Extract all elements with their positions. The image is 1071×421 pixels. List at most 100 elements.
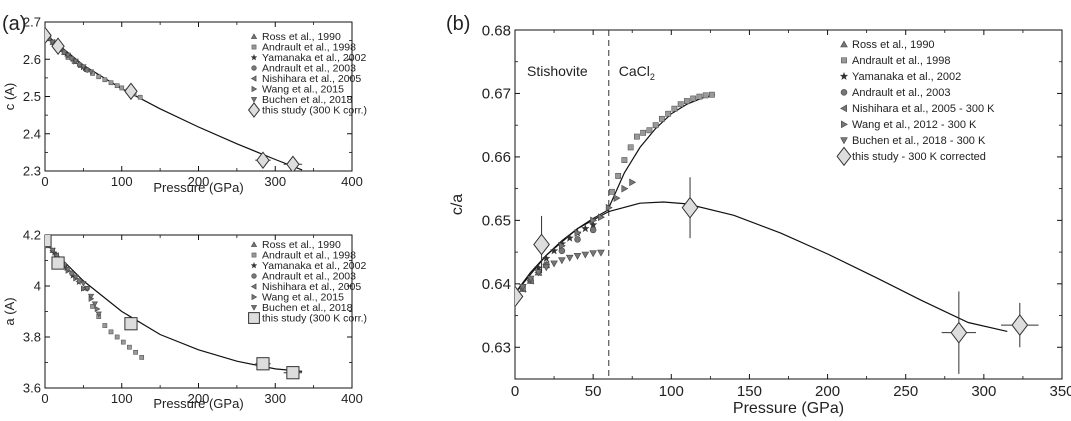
data-point (671, 105, 678, 112)
legend-label: Andrault et al., 1998 (262, 250, 356, 262)
data-point (80, 281, 87, 287)
legend-marker (251, 252, 257, 258)
data-point (621, 184, 629, 193)
data-point (519, 284, 527, 291)
data-point (64, 52, 72, 59)
data-point (677, 101, 684, 108)
legend-marker (841, 120, 848, 129)
data-point (64, 267, 72, 273)
data-point (581, 251, 590, 259)
data-point (950, 321, 968, 344)
data-point (589, 226, 597, 234)
data-point (72, 274, 79, 281)
plot-area (45, 235, 303, 380)
data-point (646, 127, 653, 134)
data-point (114, 83, 120, 89)
data-point (534, 269, 543, 277)
series-diamond-open (45, 26, 303, 171)
legend-label: Yamanaka et al., 2002 (852, 71, 961, 83)
y-axis-label: c (A) (2, 83, 17, 110)
data-point (565, 254, 574, 262)
data-point (621, 157, 628, 163)
legend-label: Wang et al., 2015 (262, 84, 344, 96)
legend-label: Buchen et al., 2018 (262, 302, 353, 314)
data-point (45, 26, 52, 45)
data-point (94, 305, 101, 313)
plot-frame (514, 29, 1063, 380)
x-tick-label: 250 (893, 383, 918, 400)
legend-label: Andrault et al., 2003 (262, 63, 356, 75)
data-point (550, 260, 558, 268)
legend-label: Nishihara et al., 2005 (262, 73, 361, 85)
x-tick-label: 100 (659, 383, 684, 400)
legend-marker (250, 53, 258, 61)
data-point (256, 357, 270, 371)
legend-marker (251, 85, 258, 93)
legend-label: Yamanaka et al., 2002 (262, 52, 366, 64)
legend-marker (840, 89, 848, 96)
x-tick-label: 200 (188, 391, 210, 406)
x-tick-label: 100 (111, 391, 133, 406)
y-tick-label: 0.67 (482, 86, 511, 103)
y-tick-label: 2.5 (23, 89, 41, 104)
data-point (91, 301, 98, 308)
data-point (108, 80, 114, 86)
region-label-cacl2: CaCl2 (619, 63, 655, 82)
data-point (558, 257, 566, 265)
data-point (133, 349, 138, 355)
x-axis-label: Pressure (GPa) (153, 180, 243, 195)
y-tick-label: 4 (34, 279, 41, 294)
y-tick-label: 0.66 (482, 149, 511, 166)
legend-label: Andrault et al., 2003 (852, 87, 950, 99)
data-point (45, 235, 52, 248)
x-tick-label: 200 (188, 174, 210, 189)
data-point (286, 366, 300, 380)
legend-label: Nishihara et al., 2005 - 300 K (852, 103, 995, 115)
legend-marker (840, 104, 847, 113)
data-point (573, 252, 582, 260)
data-point (139, 355, 145, 360)
data-point (127, 344, 132, 350)
data-point (80, 64, 87, 70)
data-point (80, 285, 87, 292)
x-tick-label: 0 (41, 174, 48, 189)
y-axis-label: c/a (449, 194, 466, 215)
data-point (590, 216, 598, 225)
y-tick-label: 3.8 (23, 330, 41, 345)
legend-label: Ross et al., 1990 (262, 239, 341, 251)
data-point (574, 229, 582, 237)
data-point (102, 77, 108, 83)
data-point (533, 233, 550, 256)
panel-label: (b) (446, 13, 470, 35)
data-point (256, 151, 270, 169)
data-point (690, 95, 697, 102)
x-tick-label: 100 (111, 174, 133, 189)
data-point (549, 246, 559, 255)
legend-label: Wang et al., 2015 (262, 292, 344, 304)
legend-label: Buchen et al., 2018 - 300 K (852, 135, 986, 147)
data-point (613, 194, 621, 202)
x-axis-label: Pressure (GPa) (733, 400, 844, 417)
series-square-open (45, 235, 303, 380)
y-tick-label: 2.4 (23, 126, 41, 141)
data-point (87, 69, 95, 76)
data-point (542, 264, 551, 272)
plot-area (45, 26, 303, 171)
series-diamond-open (515, 177, 1039, 374)
data-point (69, 270, 75, 276)
legend-marker (840, 40, 848, 48)
plot-area (515, 30, 1039, 379)
data-point (95, 311, 102, 318)
y-tick-label: 2.3 (23, 164, 41, 179)
legend-label: Andrault et al., 2003 (262, 271, 356, 283)
legend-label: this study - 300 K corrected (852, 151, 986, 163)
x-tick-label: 0 (41, 391, 48, 406)
legend-marker (839, 71, 849, 80)
data-point (124, 317, 138, 331)
data-point (581, 224, 590, 233)
data-point (69, 55, 75, 62)
data-point (49, 247, 56, 254)
legend-label: Andrault et al., 1998 (852, 55, 950, 67)
